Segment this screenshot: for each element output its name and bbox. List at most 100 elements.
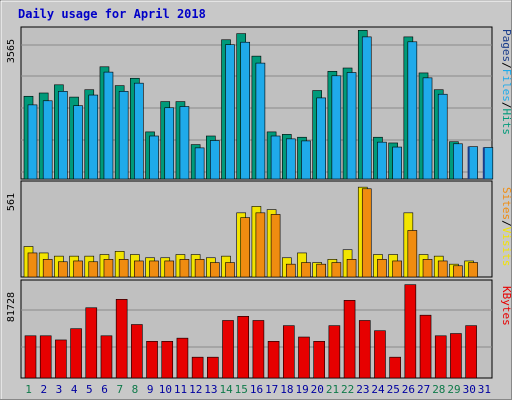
bar-kbytes-21	[328, 325, 341, 379]
bar-sites-9	[149, 260, 159, 278]
legend-separator: /	[500, 102, 512, 109]
x-tick-label-23: 23	[356, 383, 369, 396]
bar-files-5	[88, 94, 99, 180]
bar-sites-26	[407, 230, 418, 278]
bar-kbytes-20	[313, 341, 325, 379]
bar-kbytes-24	[374, 330, 386, 379]
bar-files-13	[210, 140, 220, 180]
x-tick-label-17: 17	[265, 383, 278, 396]
x-tick-label-11: 11	[174, 383, 187, 396]
bar-files-18	[285, 138, 296, 180]
bar-files-17	[270, 135, 281, 180]
bar-kbytes-1	[24, 335, 37, 379]
bar-sites-11	[179, 259, 190, 278]
bar-sites-15	[240, 217, 251, 278]
x-tick-label-25: 25	[387, 383, 400, 396]
bar-kbytes-11	[176, 337, 189, 379]
bar-files-16	[255, 62, 266, 180]
bar-files-26	[407, 41, 418, 180]
x-tick-label-27: 27	[417, 383, 430, 396]
bar-kbytes-28	[434, 335, 447, 379]
bar-files-9	[149, 135, 159, 180]
legend-separator: /	[500, 220, 512, 227]
legend-separator: /	[500, 62, 512, 69]
x-tick-label-18: 18	[280, 383, 293, 396]
bar-files-25	[392, 146, 402, 180]
bar-files-28	[437, 93, 448, 180]
bar-kbytes-2	[39, 335, 52, 379]
bar-kbytes-23	[358, 320, 371, 379]
legend-entry-visits: Visits	[500, 227, 512, 267]
chart-title: Daily usage for April 2018	[18, 7, 206, 21]
bar-sites-5	[88, 261, 99, 278]
legend-visits-sites: Sites/Visits	[500, 187, 512, 267]
legend-entry-kbytes: KBytes	[500, 286, 512, 326]
bar-sites-7	[118, 259, 129, 278]
bar-kbytes-15	[237, 316, 250, 379]
bar-files-14	[225, 44, 235, 180]
bar-sites-28	[437, 260, 448, 278]
bar-sites-29	[453, 265, 463, 278]
bar-files-29	[453, 143, 463, 180]
x-tick-label-4: 4	[71, 383, 78, 396]
bar-kbytes-7	[115, 299, 128, 379]
legend-kbytes: KBytes	[500, 286, 512, 326]
bar-files-24	[377, 141, 387, 180]
bar-files-7	[118, 91, 129, 180]
bar-sites-1	[27, 252, 38, 278]
legend-hits-files-pages: Pages/Files/Hits	[500, 29, 512, 135]
bar-kbytes-29	[450, 333, 462, 379]
bar-kbytes-25	[389, 356, 401, 379]
x-tick-label-19: 19	[295, 383, 308, 396]
bar-kbytes-26	[404, 284, 417, 379]
bar-sites-21	[331, 262, 342, 278]
bar-files-20	[316, 97, 326, 180]
legend-entry-hits: Hits	[500, 109, 512, 136]
bar-files-22	[346, 72, 357, 180]
bar-sites-14	[225, 262, 235, 278]
bar-sites-18	[285, 263, 296, 278]
bar-files-8	[134, 82, 144, 180]
x-tick-label-24: 24	[371, 383, 385, 396]
bar-kbytes-12	[191, 356, 204, 379]
bar-sites-24	[377, 259, 387, 278]
bar-pages-31	[483, 147, 494, 180]
bar-kbytes-9	[146, 341, 158, 379]
x-tick-label-1: 1	[25, 383, 32, 396]
x-tick-label-9: 9	[147, 383, 154, 396]
bar-kbytes-19	[298, 336, 310, 379]
bar-kbytes-4	[70, 328, 82, 379]
bar-sites-16	[255, 212, 266, 278]
bar-kbytes-5	[85, 307, 98, 379]
bar-kbytes-10	[161, 341, 174, 379]
bar-kbytes-14	[222, 320, 234, 379]
x-tick-label-6: 6	[101, 383, 108, 396]
bar-kbytes-3	[55, 339, 67, 379]
x-tick-label-5: 5	[86, 383, 93, 396]
bar-sites-23	[361, 188, 372, 278]
bar-files-19	[301, 140, 311, 180]
bar-files-1	[27, 104, 38, 180]
bar-kbytes-6	[100, 335, 113, 379]
bar-sites-6	[103, 259, 114, 278]
x-tick-label-2: 2	[40, 383, 47, 396]
x-tick-label-10: 10	[159, 383, 172, 396]
ymax-label-hits-files-pages: 3565	[6, 39, 17, 63]
bar-kbytes-30	[465, 325, 477, 379]
bar-sites-2	[42, 259, 53, 278]
x-tick-label-26: 26	[402, 383, 415, 396]
x-tick-label-29: 29	[447, 383, 460, 396]
x-tick-label-16: 16	[250, 383, 263, 396]
bar-kbytes-18	[282, 325, 295, 379]
bar-sites-4	[73, 260, 83, 278]
x-tick-label-22: 22	[341, 383, 354, 396]
legend-entry-pages: Pages	[500, 29, 512, 62]
bar-files-11	[179, 106, 190, 180]
bar-files-15	[240, 41, 251, 180]
bar-sites-20	[316, 263, 326, 278]
bar-files-10	[164, 107, 175, 180]
bar-pages-30	[468, 146, 478, 180]
bar-sites-17	[270, 214, 281, 278]
